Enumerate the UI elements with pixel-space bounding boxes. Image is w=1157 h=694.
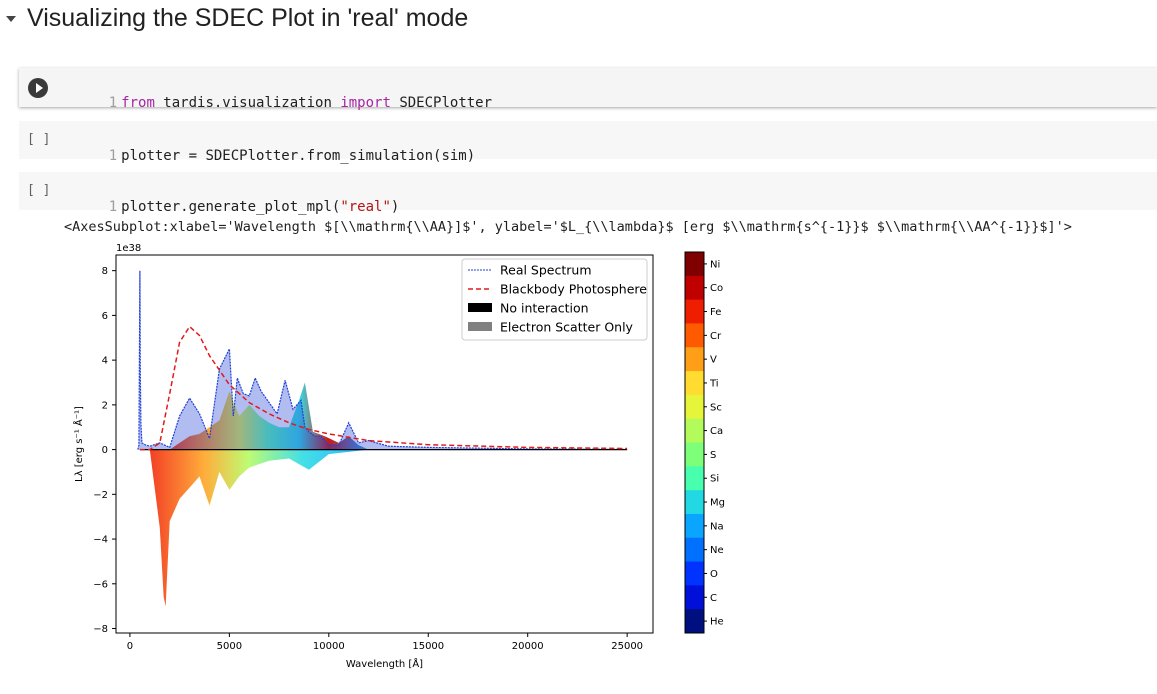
x-tick-label: 25000 <box>611 641 643 652</box>
colorbar-label: Co <box>710 283 723 294</box>
colorbar-label: Fe <box>710 307 721 318</box>
colorbar-label: Ti <box>709 378 719 389</box>
code-token: plotter = SDECPlotter.from_simulation(si… <box>121 148 476 164</box>
y-tick-label: 2 <box>102 400 108 411</box>
y-scale-label: 1e38 <box>116 243 141 254</box>
y-tick-label: 4 <box>102 356 108 367</box>
y-tick-label: −2 <box>93 490 108 501</box>
code-token: tardis.visualization <box>154 95 341 111</box>
colorbar-label: C <box>710 593 717 604</box>
line-number: 1 <box>108 95 118 111</box>
colorbar-segment <box>685 394 704 420</box>
absorption-area <box>149 449 369 607</box>
y-tick-label: −8 <box>93 624 108 635</box>
colorbar-segment <box>685 466 704 491</box>
colorbar-label: Ne <box>710 545 724 556</box>
x-tick-label: 20000 <box>512 641 544 652</box>
colorbar-label: Sc <box>710 402 722 413</box>
y-tick-label: 8 <box>102 266 108 277</box>
code-token: SDECPlotter <box>390 95 493 111</box>
cell-run-bracket[interactable]: [ ] <box>27 183 51 198</box>
colorbar-segment <box>685 561 704 586</box>
code-line[interactable]: 1 plotter.generate_plot_mpl("real") <box>75 183 400 231</box>
colorbar-label: O <box>710 569 718 580</box>
element-colorbar: Ni Co Fe Cr V Ti Sc Ca S Si Mg Na Ne O C He <box>684 251 725 634</box>
plot-axes: 0 5000 10000 15000 20000 25000 −8 −6 −4 −2 0 2 4 6 8 1e… <box>72 243 654 670</box>
colorbar-frame <box>684 251 705 634</box>
legend-label: Electron Scatter Only <box>500 320 634 335</box>
colorbar-segment <box>685 418 704 443</box>
code-cell-create-plotter[interactable]: [ ] 1 plotter = SDECPlotter.from_simulati… <box>19 121 1157 164</box>
x-tick-label: 5000 <box>217 641 242 652</box>
colorbar-segment <box>685 442 704 467</box>
real-spectrum-fill <box>137 270 628 450</box>
colorbar-segment <box>685 513 704 539</box>
code-line[interactable]: 1 from tardis.visualization import SDECPl… <box>75 79 492 127</box>
colorbar-label: Ca <box>710 426 723 437</box>
real-spectrum-line <box>137 270 628 450</box>
code-token: ) <box>390 199 400 215</box>
line-number: 1 <box>108 199 118 215</box>
colorbar-label: Si <box>710 474 719 485</box>
colorbar-segment <box>685 323 704 348</box>
run-cell-icon[interactable] <box>28 78 48 98</box>
section-title: Visualizing the SDEC Plot in 'real' mode <box>27 4 469 32</box>
colorbar-segment <box>685 371 704 396</box>
colorbar-segment <box>685 347 704 372</box>
colorbar-segment <box>685 275 704 301</box>
y-tick-label: 0 <box>102 445 108 456</box>
colorbar-segment <box>685 585 704 610</box>
colorbar-label: Mg <box>710 498 725 509</box>
y-tick-label: −6 <box>93 579 108 590</box>
x-axis-label: Wavelength [Å] <box>346 657 423 670</box>
sdec-plot: 0 5000 10000 15000 20000 25000 −8 −6 −4 −2 0 2 4 6 8 1e… <box>72 243 725 670</box>
colorbar-segment <box>685 490 704 515</box>
cell-output-text: <AxesSubplot:xlabel='Wavelength $[\\math… <box>64 219 1072 235</box>
colorbar-segment <box>685 252 704 277</box>
section-header: Visualizing the SDEC Plot in 'real' mode <box>0 0 1157 40</box>
x-tick-label: 15000 <box>412 641 444 652</box>
colorbar-label: Ni <box>710 259 720 270</box>
legend-label: Blackbody Photosphere <box>500 282 647 297</box>
code-line[interactable]: 1 plotter = SDECPlotter.from_simulation(s… <box>75 132 475 180</box>
legend-swatch <box>468 322 492 331</box>
cell-run-bracket[interactable]: [ ] <box>27 132 51 147</box>
x-tick-label: 0 <box>127 641 133 652</box>
colorbar-label: Na <box>710 521 724 532</box>
legend-swatch <box>468 303 492 312</box>
line-number: 1 <box>108 148 118 164</box>
legend-box <box>461 258 648 341</box>
code-token: "real" <box>340 199 391 215</box>
colorbar-label: S <box>710 450 716 461</box>
blackbody-line <box>139 325 628 451</box>
code-token: from <box>121 95 155 111</box>
colorbar-label: V <box>710 355 717 366</box>
emission-area <box>169 382 369 450</box>
code-cell-import[interactable]: 1 from tardis.visualization import SDECPl… <box>19 68 1157 111</box>
y-tick-label: 6 <box>102 311 108 322</box>
colorbar-segment <box>685 609 704 634</box>
code-token: import <box>340 95 391 111</box>
code-token: plotter.generate_plot_mpl( <box>121 199 341 215</box>
x-tick-label: 10000 <box>313 641 345 652</box>
colorbar-segment <box>685 537 704 563</box>
code-cell-generate-plot[interactable]: [ ] 1 plotter.generate_plot_mpl("real") <box>19 172 1157 215</box>
y-axis-label: Lλ [erg s⁻¹ Å⁻¹] <box>72 406 85 482</box>
y-tick-label: −4 <box>93 535 108 546</box>
legend-label: Real Spectrum <box>500 263 592 278</box>
colorbar-segment <box>685 299 704 324</box>
colorbar-label: Cr <box>710 331 722 342</box>
colorbar-label: He <box>710 617 724 628</box>
legend-label: No interaction <box>500 301 589 316</box>
collapse-caret-icon[interactable] <box>6 16 16 22</box>
